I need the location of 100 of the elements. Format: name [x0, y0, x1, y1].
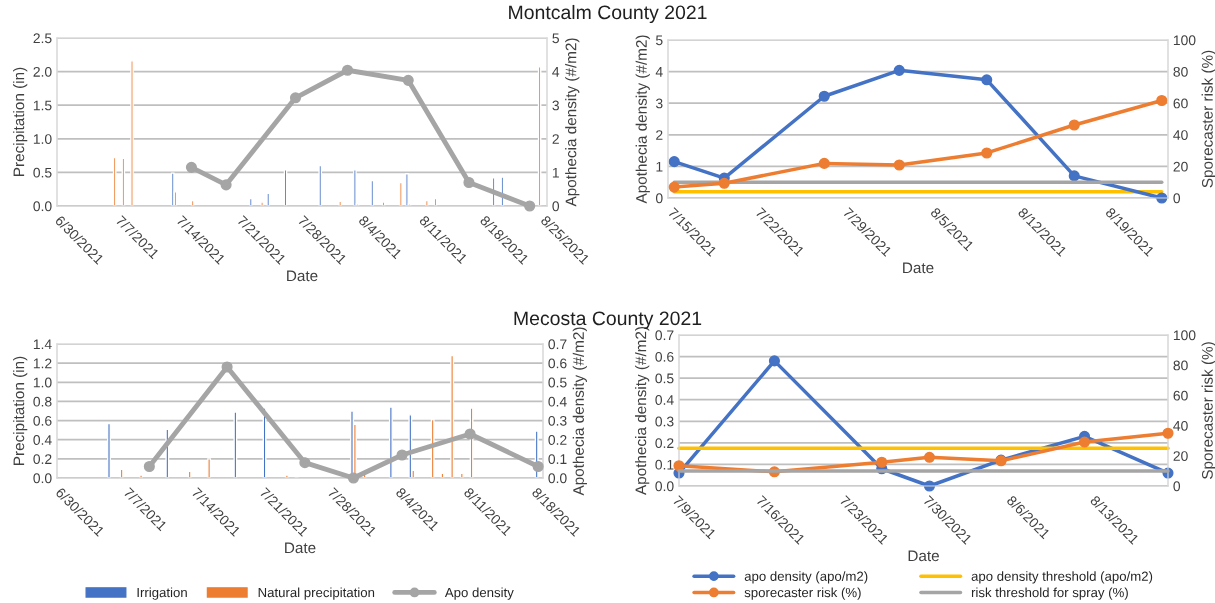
point — [876, 456, 888, 468]
point — [818, 90, 830, 102]
y-tick-label: 1.0 — [33, 377, 52, 388]
y2-axis-title: Sporecaster risk (%) — [1201, 50, 1215, 188]
legend-label: Natural precipitation — [258, 587, 375, 600]
bar — [207, 458, 212, 478]
bar — [450, 354, 455, 478]
point — [341, 64, 354, 76]
bar — [405, 173, 409, 206]
y-tick-label: 0.7 — [655, 330, 674, 341]
point — [981, 147, 993, 159]
legend-label: risk threshold for spray (%) — [971, 587, 1128, 600]
y2-tick-label: 5 — [552, 33, 559, 44]
y2-tick-label: 20 — [1173, 451, 1188, 461]
y2-tick-label: 0 — [552, 201, 560, 212]
point — [402, 74, 414, 86]
point — [1156, 94, 1168, 107]
y-tick-label: 0 — [655, 193, 663, 204]
y-tick-label: 2.5 — [33, 33, 52, 44]
point — [299, 457, 311, 469]
bar — [266, 192, 270, 206]
y2-tick-label: 80 — [1173, 360, 1188, 371]
point — [185, 161, 197, 173]
y2-tick-label: 0.4 — [548, 396, 567, 407]
point — [1068, 170, 1080, 182]
legend-label: apo density (apo/m2) — [744, 571, 868, 584]
bar — [190, 199, 195, 206]
y-tick-label: 1.0 — [33, 134, 52, 144]
point — [1162, 427, 1174, 439]
x-axis-title: Date — [285, 542, 316, 554]
y-tick-label: 1.5 — [33, 100, 52, 111]
y-tick-label: 0.6 — [33, 415, 52, 426]
legend-label: Irrigation — [137, 587, 187, 600]
y2-tick-label: 40 — [1173, 420, 1188, 431]
x-axis-title: Date — [908, 550, 939, 562]
point — [718, 177, 730, 189]
y-tick-label: 4 — [655, 67, 663, 77]
y-tick-label: 0.0 — [33, 473, 52, 484]
y2-tick-label: 2 — [552, 134, 559, 144]
y-tick-label: 5 — [655, 35, 663, 46]
bar — [388, 406, 393, 478]
point — [524, 200, 536, 212]
y2-tick-label: 0.5 — [548, 377, 567, 388]
y-tick-label: 0.1 — [655, 459, 674, 470]
y-tick-label: 2.0 — [33, 66, 52, 77]
point — [923, 451, 936, 463]
point — [893, 159, 905, 171]
bar — [170, 172, 175, 206]
x-axis-title: Date — [903, 262, 934, 274]
point — [893, 64, 905, 76]
y2-tick-label: 0.0 — [548, 473, 567, 484]
point — [532, 460, 544, 473]
text: Montcalm County 2021 — [509, 4, 707, 24]
y2-tick-label: 0.7 — [548, 339, 567, 350]
bar — [284, 474, 289, 478]
y2-tick-label: 100 — [1173, 35, 1196, 46]
y-tick-label: 0.5 — [655, 373, 674, 384]
legend-label: apo density threshold (apo/m2) — [971, 571, 1153, 584]
y2-axis-title: Apothecia density (#/m2) — [565, 38, 580, 207]
y2-tick-label: 4 — [552, 67, 560, 77]
bar — [425, 199, 429, 206]
point — [396, 449, 408, 461]
y2-tick-label: 0.1 — [548, 454, 567, 465]
point — [220, 179, 232, 191]
point — [347, 472, 360, 484]
bar — [139, 474, 144, 478]
y-tick-label: 0.5 — [33, 167, 52, 178]
y-tick-label: 0.0 — [33, 201, 52, 212]
y-axis-title: Precipitation (in) — [13, 67, 28, 176]
bar — [370, 179, 375, 206]
y2-tick-label: 0.6 — [548, 358, 567, 369]
y2-tick-label: 60 — [1173, 390, 1188, 401]
point — [1078, 436, 1091, 448]
point — [143, 460, 155, 473]
y2-tick-label: 0.2 — [548, 435, 567, 445]
y2-tick-label: 0 — [1173, 481, 1181, 492]
point — [981, 74, 993, 86]
point — [818, 157, 830, 169]
y-tick-label: 0.3 — [655, 416, 674, 427]
bar — [130, 60, 134, 206]
y2-axis-title: Sporecaster risk (%) — [1201, 342, 1215, 479]
bar — [353, 169, 357, 206]
y-tick-label: 2 — [656, 130, 663, 140]
point — [768, 355, 780, 367]
bar — [430, 418, 435, 478]
y-tick-label: 1 — [656, 161, 663, 172]
bar — [408, 414, 413, 478]
y2-tick-label: 0 — [1173, 193, 1181, 204]
y-axis-title: Apothecia density (#/m2) — [635, 35, 650, 204]
y2-tick-label: 1 — [552, 167, 559, 178]
point — [668, 181, 680, 193]
y-axis-title: Precipitation (in) — [13, 356, 28, 465]
bar — [399, 181, 403, 206]
bar — [119, 468, 124, 478]
y2-tick-label: 60 — [1173, 98, 1188, 109]
y-tick-label: 0.4 — [33, 435, 52, 445]
y2-tick-label: 3 — [552, 100, 559, 111]
y-tick-label: 0.2 — [33, 454, 52, 465]
y2-tick-label: 100 — [1173, 330, 1196, 341]
y2-tick-label: 40 — [1173, 130, 1188, 140]
